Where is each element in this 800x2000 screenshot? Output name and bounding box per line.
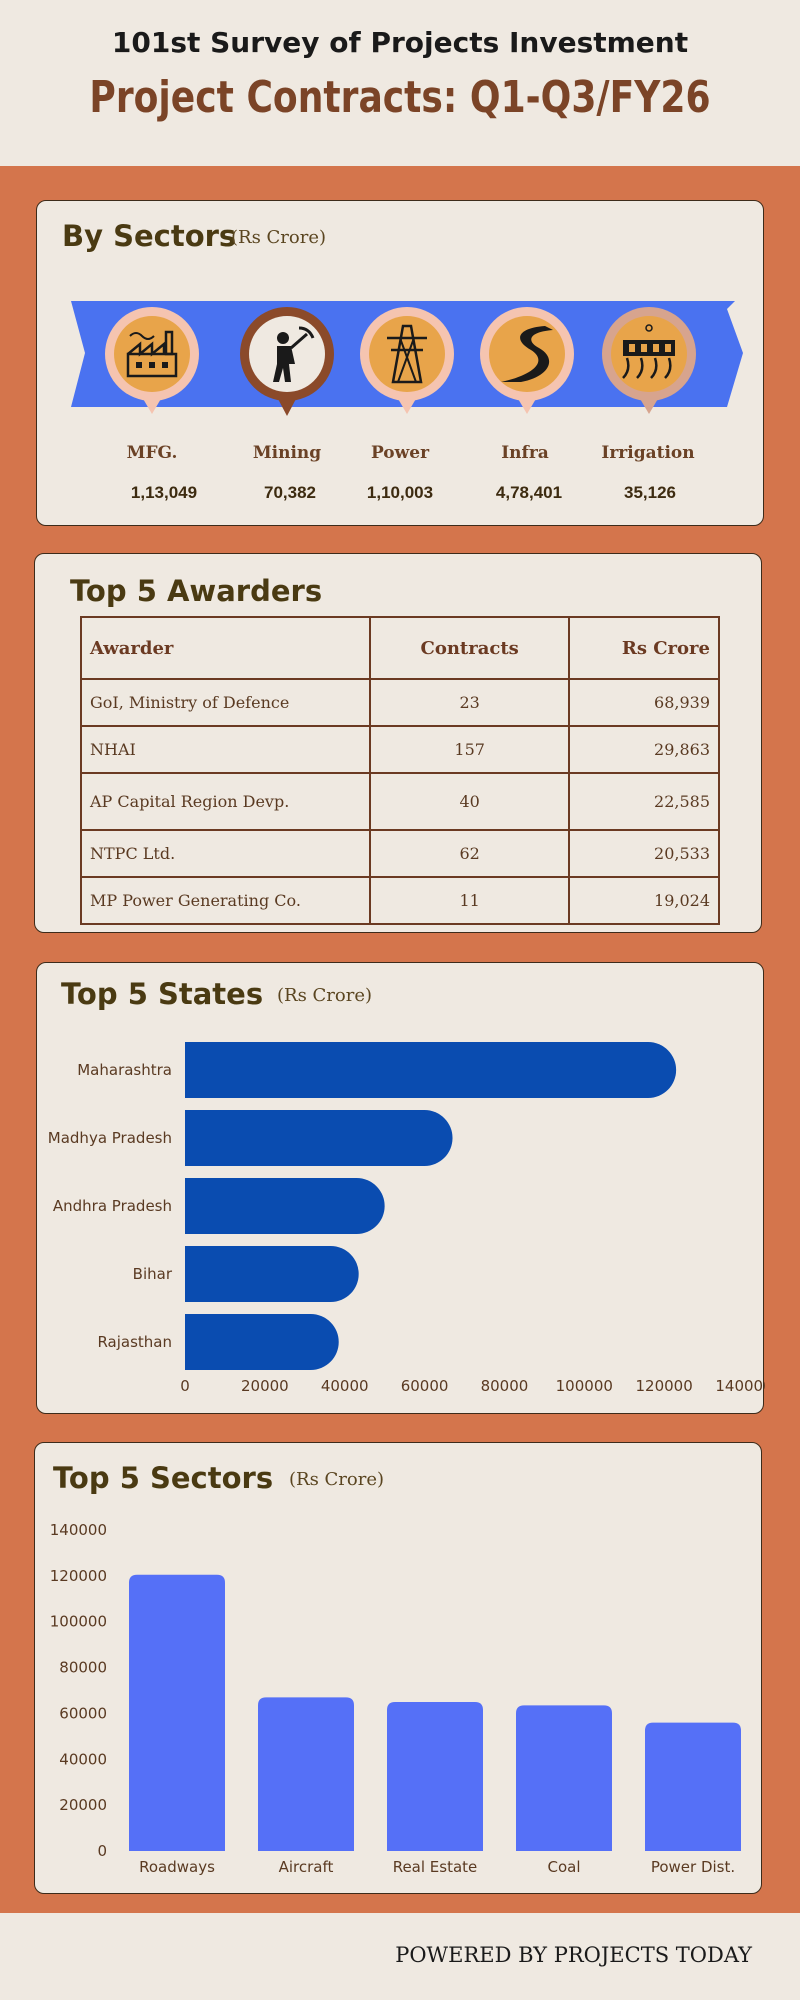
- y-tick-label: 60000: [59, 1704, 107, 1722]
- awarder-name: MP Power Generating Co.: [80, 876, 371, 925]
- category-label: Bihar: [133, 1265, 173, 1283]
- x-tick-label: 40000: [321, 1377, 369, 1395]
- x-tick-label: 20000: [241, 1377, 289, 1395]
- sector-value-mining: 70,382: [264, 483, 316, 502]
- y-tick-label: 0: [97, 1842, 107, 1860]
- sectors-card: By Sectors (Rs Crore): [36, 200, 764, 526]
- topsectors-unit: (Rs Crore): [289, 1469, 385, 1490]
- bar-maharashtra: [185, 1042, 677, 1098]
- sectors-ribbon: [71, 301, 743, 416]
- awarder-name: AP Capital Region Devp.: [80, 772, 371, 831]
- awarder-name: NTPC Ltd.: [80, 829, 371, 878]
- road-icon: [480, 307, 574, 414]
- bar-roadways: [129, 1574, 225, 1851]
- footer-text: POWERED BY PROJECTS TODAY: [395, 1943, 752, 1967]
- sector-value-irrigation: 35,126: [624, 483, 676, 502]
- x-tick-label: 80000: [481, 1377, 529, 1395]
- sector-value-mfg: 1,13,049: [130, 483, 198, 502]
- awarder-rs-crore: 29,863: [568, 725, 720, 774]
- bar-aircraft: [258, 1697, 354, 1851]
- sector-value-power: 1,10,003: [366, 483, 434, 502]
- awarder-rs-crore: 68,939: [568, 678, 720, 727]
- states-card: Top 5 States (Rs Crore) Maharashtra Madhy…: [36, 962, 765, 1414]
- category-label: Rajasthan: [97, 1333, 172, 1351]
- main-title: Project Contracts: Q1-Q3/FY26: [89, 72, 711, 123]
- awarder-contracts: 23: [368, 678, 571, 727]
- factory-icon: [105, 307, 199, 414]
- category-label: Coal: [547, 1858, 580, 1876]
- sectors-unit: (Rs Crore): [231, 227, 327, 248]
- x-tick-label: 60000: [401, 1377, 449, 1395]
- sector-name-infra: Infra: [501, 443, 549, 463]
- category-label: Madhya Pradesh: [48, 1129, 172, 1147]
- topsectors-title: Top 5 Sectors: [53, 1461, 274, 1495]
- miner-icon: [240, 307, 334, 416]
- category-label: Andhra Pradesh: [53, 1197, 172, 1215]
- dam-icon: [602, 307, 696, 414]
- table-row: GoI, Ministry of Defence 23 68,939: [80, 678, 720, 727]
- awarder-name: NHAI: [80, 725, 371, 774]
- bar-andhra-pradesh: [185, 1178, 385, 1234]
- x-tick-label: 120000: [636, 1377, 693, 1395]
- awarders-card: Top 5 Awarders Awarder Contracts Rs Cror…: [34, 553, 762, 933]
- page-footer: POWERED BY PROJECTS TODAY: [0, 1913, 800, 2000]
- table-row: NTPC Ltd. 62 20,533: [80, 829, 720, 878]
- states-unit: (Rs Crore): [277, 985, 373, 1006]
- awarder-contracts: 40: [368, 772, 571, 831]
- awarder-name: GoI, Ministry of Defence: [80, 678, 371, 727]
- x-tick-label: 140000: [715, 1377, 765, 1395]
- topsectors-card: Top 5 Sectors (Rs Crore) Roadways Aircraf…: [34, 1442, 762, 1894]
- y-tick-label: 20000: [59, 1796, 107, 1814]
- col-header-contracts: Contracts: [368, 616, 571, 680]
- awarder-contracts: 11: [368, 876, 571, 925]
- y-tick-label: 120000: [50, 1567, 107, 1585]
- sector-value-infra: 4,78,401: [495, 483, 563, 502]
- category-label: Maharashtra: [77, 1061, 172, 1079]
- bar-coal: [516, 1705, 612, 1851]
- awarder-contracts: 157: [368, 725, 571, 774]
- awarders-title: Top 5 Awarders: [70, 574, 323, 608]
- bar-rajasthan: [185, 1314, 339, 1370]
- y-tick-label: 40000: [59, 1750, 107, 1768]
- col-header-awarder: Awarder: [80, 616, 371, 680]
- category-label: Power Dist.: [651, 1858, 735, 1876]
- table-row: MP Power Generating Co. 11 19,024: [80, 876, 720, 925]
- table-row: AP Capital Region Devp. 40 22,585: [80, 772, 720, 831]
- page-header: 101st Survey of Projects Investment Proj…: [0, 0, 800, 166]
- y-tick-label: 100000: [50, 1613, 107, 1631]
- awarder-rs-crore: 19,024: [568, 876, 720, 925]
- sectors-title: By Sectors: [62, 219, 237, 253]
- y-tick-label: 80000: [59, 1659, 107, 1677]
- survey-title: 101st Survey of Projects Investment: [111, 26, 689, 59]
- table-row: NHAI 157 29,863: [80, 725, 720, 774]
- col-header-rs-crore: Rs Crore: [568, 616, 720, 680]
- power-tower-icon: [360, 307, 454, 414]
- awarder-rs-crore: 20,533: [568, 829, 720, 878]
- awarder-rs-crore: 22,585: [568, 772, 720, 831]
- bar-madhya-pradesh: [185, 1110, 453, 1166]
- x-tick-label: 100000: [556, 1377, 613, 1395]
- sector-name-mfg: MFG.: [126, 443, 178, 463]
- bar-power-dist: [645, 1722, 741, 1851]
- y-tick-label: 140000: [50, 1521, 107, 1539]
- x-tick-label: 0: [180, 1377, 190, 1395]
- bar-bihar: [185, 1246, 359, 1302]
- bar-real-estate: [387, 1701, 483, 1851]
- states-title: Top 5 States: [61, 977, 264, 1011]
- category-label: Real Estate: [393, 1858, 478, 1876]
- sector-name-power: Power: [370, 443, 430, 463]
- topsectors-chart: Roadways Aircraft Real Estate Coal Power Dis…: [50, 1521, 741, 1876]
- awarder-contracts: 62: [368, 829, 571, 878]
- sector-name-mining: Mining: [252, 443, 322, 463]
- sector-name-irrigation: Irrigation: [601, 443, 695, 463]
- category-label: Roadways: [139, 1858, 215, 1876]
- awarders-table: Awarder Contracts Rs Crore GoI, Ministry…: [80, 616, 720, 925]
- table-header-row: Awarder Contracts Rs Crore: [80, 616, 720, 680]
- states-chart: Maharashtra Madhya Pradesh Andhra Pradesh B…: [48, 1042, 765, 1395]
- category-label: Aircraft: [279, 1858, 334, 1876]
